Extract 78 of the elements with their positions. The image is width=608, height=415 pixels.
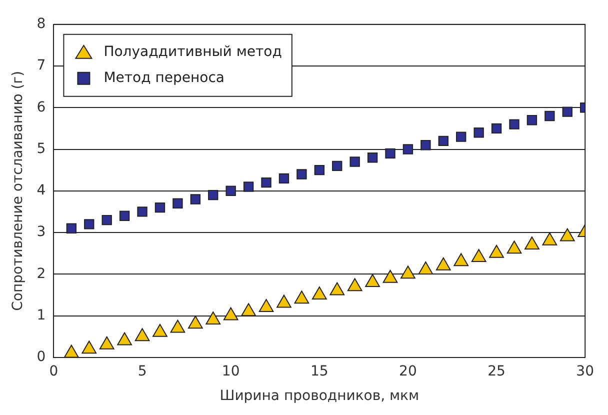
point — [544, 110, 555, 122]
point — [278, 173, 290, 184]
point — [420, 140, 431, 150]
point — [66, 223, 77, 234]
point — [367, 152, 378, 163]
point — [506, 240, 522, 254]
point — [241, 303, 256, 316]
point — [82, 340, 97, 354]
x-tick-label: 20 — [399, 363, 417, 380]
y-tick-label: 8 — [36, 16, 46, 32]
point — [84, 219, 94, 230]
legend-label: Метод переноса — [104, 70, 225, 86]
point — [365, 274, 380, 287]
legend-label: Полуаддитивный метод — [104, 44, 282, 60]
point — [314, 164, 324, 176]
point — [400, 266, 416, 279]
x-tick-label: 25 — [488, 363, 506, 380]
point — [526, 115, 538, 126]
point — [226, 186, 236, 196]
point — [350, 156, 360, 167]
point — [223, 307, 238, 320]
point — [562, 106, 572, 117]
point — [170, 320, 186, 333]
point — [276, 294, 292, 308]
x-tick-label: 10 — [222, 363, 240, 380]
y-tick-label: 1 — [36, 307, 46, 324]
point — [119, 210, 130, 221]
point — [190, 194, 201, 204]
point — [456, 132, 466, 142]
point — [471, 249, 486, 262]
y-tick-label: 7 — [36, 58, 46, 74]
point — [560, 228, 575, 242]
point — [261, 177, 272, 188]
point — [542, 232, 558, 246]
point — [258, 298, 274, 312]
point — [102, 214, 112, 226]
y-tick-label: 3 — [36, 224, 46, 240]
point — [154, 202, 166, 213]
point — [64, 344, 79, 358]
y-axis-title: Сопротивление отслаиванию (г) — [10, 70, 26, 311]
point — [436, 257, 451, 270]
point — [382, 270, 398, 283]
point — [330, 282, 345, 296]
y-tick-label: 5 — [36, 140, 46, 157]
point — [454, 253, 469, 266]
x-tick-label: 15 — [310, 363, 328, 380]
point — [206, 311, 221, 324]
point — [152, 324, 168, 337]
y-tick-label: 4 — [36, 182, 46, 199]
point — [402, 144, 414, 154]
point — [294, 290, 310, 304]
x-axis-title: Ширина проводников, мкм — [220, 388, 420, 404]
x-tick-label: 5 — [138, 363, 147, 380]
point — [347, 278, 362, 292]
point — [474, 128, 484, 138]
point — [524, 236, 540, 250]
y-tick-label: 6 — [36, 99, 46, 116]
point — [134, 328, 150, 342]
point — [489, 244, 504, 258]
point — [208, 190, 218, 200]
y-tick-label: 0 — [36, 349, 46, 366]
point — [509, 119, 520, 130]
point — [418, 261, 434, 274]
point — [438, 136, 448, 146]
point — [117, 332, 132, 346]
point — [312, 286, 327, 300]
x-tick-label: 30 — [576, 363, 594, 380]
x-tick-label: 0 — [49, 363, 58, 380]
point — [332, 160, 342, 172]
point — [99, 336, 114, 350]
point — [385, 148, 396, 159]
point — [188, 316, 203, 329]
point — [137, 206, 148, 217]
point — [243, 182, 254, 192]
y-tick-label: 2 — [36, 266, 46, 282]
point — [491, 123, 502, 134]
point — [172, 198, 183, 208]
point — [296, 169, 307, 180]
